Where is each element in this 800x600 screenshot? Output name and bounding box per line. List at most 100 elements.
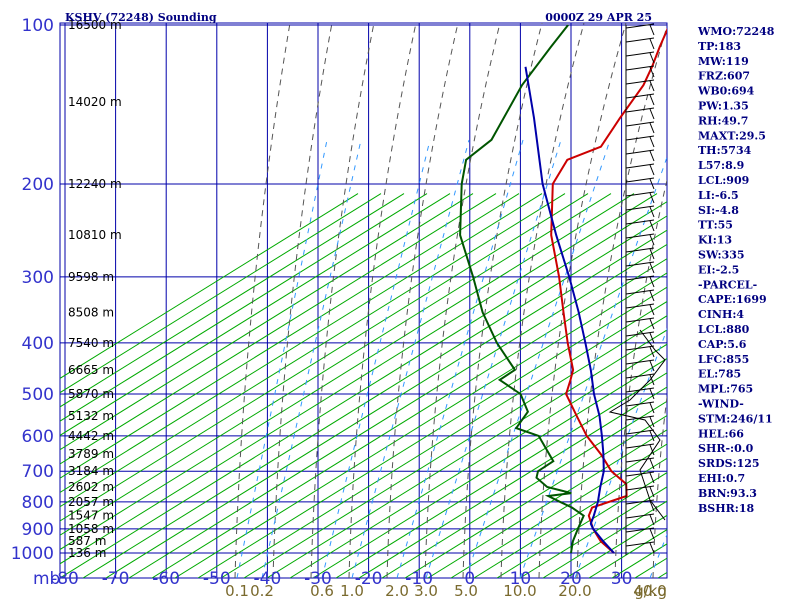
wind-barb-feather xyxy=(649,80,655,92)
wind-barb xyxy=(625,429,655,435)
moist-adiabat xyxy=(652,393,667,578)
index-line: LCL:909 xyxy=(698,174,749,187)
wind-barb-feather xyxy=(649,220,655,232)
mixing-ratio-line xyxy=(519,155,667,578)
wind-barb-feather xyxy=(649,66,655,78)
dewpoint-line xyxy=(459,24,585,554)
plot-frame xyxy=(59,22,668,579)
mixing-ratio-line xyxy=(261,139,362,578)
dry-adiabat xyxy=(60,193,474,451)
wind-barb-feather xyxy=(649,290,655,302)
wind-barb-feather xyxy=(649,402,655,414)
index-line: -PARCEL- xyxy=(698,278,757,291)
dry-adiabat xyxy=(60,193,382,394)
temp-tick-label: -60 xyxy=(152,569,180,589)
mixing-ratio-label: 3.0 xyxy=(414,582,438,600)
wind-barb xyxy=(625,359,655,365)
wind-barb xyxy=(625,443,655,449)
height-label: 7540 m xyxy=(68,336,114,350)
wind-barb-feather xyxy=(649,136,655,148)
wind-barb xyxy=(625,65,655,71)
index-line: -WIND- xyxy=(698,398,744,411)
wind-barb-feather xyxy=(649,150,655,162)
mixing-ratio-label: 20.0 xyxy=(558,582,591,600)
height-label: 4442 m xyxy=(68,429,114,443)
wind-barb-feather xyxy=(649,374,655,386)
moist-adiabat xyxy=(272,23,333,578)
mixing-ratio-label: 10.0 xyxy=(503,582,536,600)
height-label: 14020 m xyxy=(68,95,122,109)
index-line: RH:49.7 xyxy=(698,114,748,127)
mixing-ratio-line xyxy=(351,139,470,578)
index-line: MAXT:29.5 xyxy=(698,129,766,142)
wind-barb xyxy=(625,247,655,253)
moist-adiabat xyxy=(424,23,501,578)
dry-adiabat xyxy=(243,315,667,578)
wind-barb-feather xyxy=(649,192,655,204)
height-label: 10810 m xyxy=(68,228,122,242)
wind-barb-feather xyxy=(649,234,655,246)
temp-tick-label: -20 xyxy=(355,569,383,589)
index-line: STM:246/11 xyxy=(698,412,773,425)
height-label: 3789 m xyxy=(68,447,114,461)
index-line: LFC:855 xyxy=(698,353,749,366)
wind-barb-feather xyxy=(649,52,655,64)
index-line: BRN:93.3 xyxy=(698,487,757,500)
wind-barb xyxy=(625,289,655,295)
wind-barb-feather xyxy=(649,500,655,512)
pressure-label-500: 500 xyxy=(22,385,54,405)
dry-adiabat xyxy=(312,357,667,578)
dry-adiabat xyxy=(60,201,667,578)
pressure-label-800: 800 xyxy=(22,493,54,513)
wind-barb-feather xyxy=(649,122,655,134)
wind-barb xyxy=(625,261,655,267)
dry-adiabat xyxy=(105,229,667,578)
index-line: LCL:880 xyxy=(698,323,750,336)
index-line: SW:335 xyxy=(698,249,745,262)
wind-barb xyxy=(625,79,655,85)
wind-barb xyxy=(625,23,655,29)
height-label: 2057 m xyxy=(68,495,114,509)
index-line: CAP:5.6 xyxy=(698,338,747,351)
dry-adiabat xyxy=(519,486,667,578)
wind-barb xyxy=(625,527,655,533)
dry-adiabat xyxy=(750,194,800,578)
wind-barb xyxy=(625,541,655,547)
index-line: TP:183 xyxy=(698,40,741,53)
pressure-label-900: 900 xyxy=(22,520,54,540)
wind-barb-feather xyxy=(649,444,655,456)
wind-barb-feather xyxy=(649,458,655,470)
wind-barb xyxy=(625,457,655,463)
wind-barb xyxy=(625,485,655,491)
temp-tick-label: 20 xyxy=(560,569,582,589)
index-line: PW:1.35 xyxy=(698,100,749,113)
pressure-label-600: 600 xyxy=(22,427,54,447)
dry-adiabat xyxy=(427,429,667,578)
dry-adiabat xyxy=(220,300,667,578)
parcel-line xyxy=(524,66,615,554)
index-line: LI:-6.5 xyxy=(698,189,739,202)
height-label: 587 m xyxy=(68,534,106,548)
wind-barb xyxy=(625,345,655,351)
wind-barb-feather xyxy=(649,472,655,484)
pressure-label-300: 300 xyxy=(22,268,54,288)
index-line: BSHR:18 xyxy=(698,502,754,515)
wind-barb-feather xyxy=(649,332,655,344)
wind-barb-feather xyxy=(649,388,655,400)
dry-adiabat xyxy=(289,343,667,578)
pressure-label-100: 100 xyxy=(22,16,54,36)
wind-barb xyxy=(625,499,655,505)
wind-barb xyxy=(625,149,655,155)
pressure-label-400: 400 xyxy=(22,334,54,354)
dry-adiabat xyxy=(496,472,667,578)
dry-adiabat xyxy=(128,243,667,578)
wind-barb xyxy=(625,177,655,183)
background-lines xyxy=(60,23,800,578)
wind-barb-feather xyxy=(649,514,655,526)
height-label: 3184 m xyxy=(68,464,114,478)
moist-adiabat xyxy=(538,23,627,578)
index-line: MPL:765 xyxy=(698,383,753,396)
index-line: EL:785 xyxy=(698,368,741,381)
